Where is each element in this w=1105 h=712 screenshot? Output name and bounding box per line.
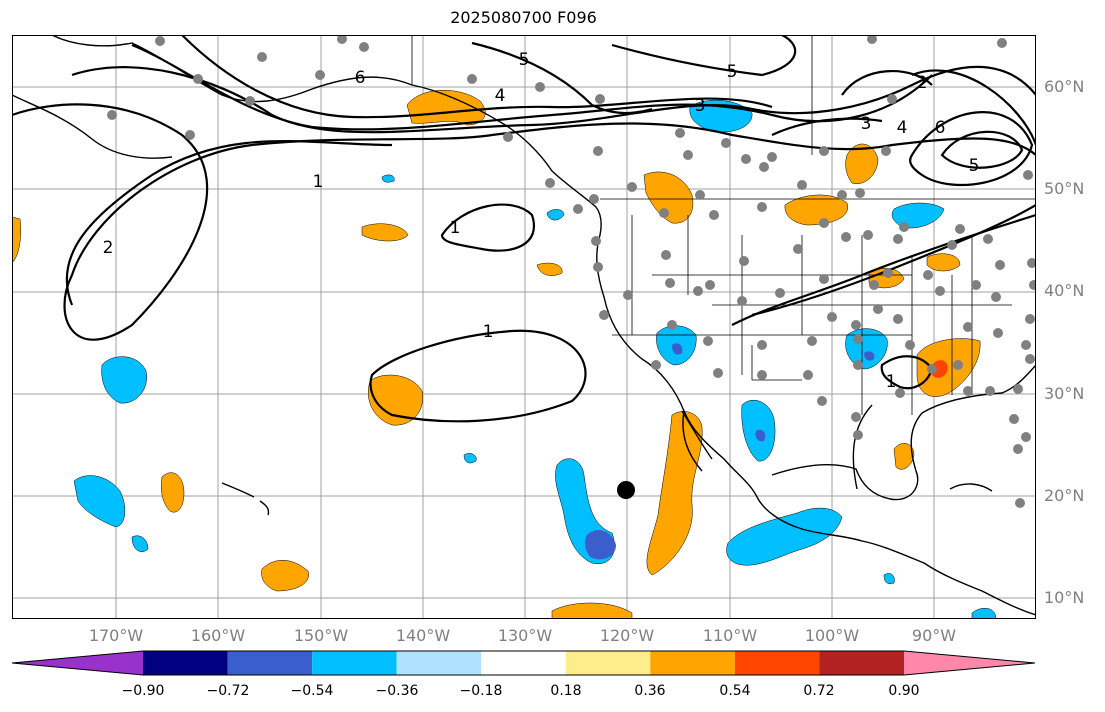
colorbar: [11, 650, 1036, 676]
colorbar-tick: 0.72: [803, 683, 835, 699]
contour-label: 4: [897, 118, 908, 138]
colorbar-cell: [227, 651, 313, 675]
lat-label-50n: 50°N: [1044, 179, 1085, 198]
colorbar-tick: 0.54: [719, 683, 751, 699]
contour-label: 5: [519, 50, 530, 70]
contour-label: 2: [103, 238, 114, 258]
contour-label: 3: [695, 96, 706, 116]
contour-label: 4: [495, 86, 506, 106]
contour-label: 6: [935, 118, 946, 138]
lon-label-110w: 110°W: [702, 626, 758, 645]
lon-label-140w: 140°W: [395, 626, 451, 645]
colorbar-cell: [734, 651, 820, 675]
strong-negative-areas: [585, 343, 875, 560]
coastlines: [12, 35, 1036, 616]
station-points: [107, 35, 1036, 508]
map-panel: 1 1 1 2 2 3 3 4 4 5 5 5 6 6 1: [12, 35, 1036, 619]
contour-label-group: 1 1 1 2 2 3 3 4 4 5 5 5 6 6 1: [103, 50, 980, 392]
colorbar-tick: −0.54: [290, 683, 334, 699]
lon-label-120w: 120°W: [599, 626, 655, 645]
colorbar-tick: −0.90: [121, 683, 165, 699]
colorbar-tick: 0.90: [888, 683, 920, 699]
colorbar-tick: 0.18: [550, 683, 582, 699]
contour-label: 6: [355, 68, 366, 88]
strong-positive-areas: [932, 360, 948, 378]
contour-label: 2: [917, 73, 928, 93]
map-title: 2025080700 F096: [450, 8, 597, 27]
lat-label-60n: 60°N: [1044, 77, 1085, 96]
colorbar-cell: [819, 651, 904, 675]
colorbar-cell: [565, 651, 651, 675]
lon-label-160w: 160°W: [190, 626, 246, 645]
colorbar-cell: [312, 651, 397, 675]
lat-label-20n: 20°N: [1044, 486, 1085, 505]
contour-label: 5: [969, 156, 980, 176]
contour-label: 1: [886, 372, 897, 392]
lon-label-170w: 170°W: [88, 626, 144, 645]
lon-label-130w: 130°W: [497, 626, 553, 645]
lat-label-10n: 10°N: [1044, 588, 1085, 607]
contour-label: 3: [861, 114, 872, 134]
contour-label: 1: [450, 218, 461, 238]
target-point-marker: [617, 481, 635, 499]
positive-anomaly-areas: [12, 90, 981, 619]
colorbar-cell: [904, 651, 1035, 675]
colorbar-tick: 0.36: [634, 683, 666, 699]
lon-label-150w: 150°W: [293, 626, 349, 645]
contour-label: 5: [727, 62, 738, 82]
colorbar-cell: [481, 651, 566, 675]
colorbar-tick: −0.72: [206, 683, 250, 699]
lon-label-90w: 90°W: [911, 626, 957, 645]
colorbar-tick: −0.18: [459, 683, 503, 699]
contour-label: 1: [483, 322, 494, 342]
contour-lines: [12, 35, 1036, 423]
lat-label-30n: 30°N: [1044, 384, 1085, 403]
colorbar-cell: [143, 651, 228, 675]
lat-label-40n: 40°N: [1044, 281, 1085, 300]
colorbar-outline: [11, 650, 1036, 676]
contour-label: 1: [313, 172, 324, 192]
colorbar-cell: [396, 651, 482, 675]
lon-label-100w: 100°W: [804, 626, 860, 645]
colorbar-cell: [12, 651, 143, 675]
colorbar-tick: −0.36: [375, 683, 419, 699]
colorbar-cell: [650, 651, 735, 675]
